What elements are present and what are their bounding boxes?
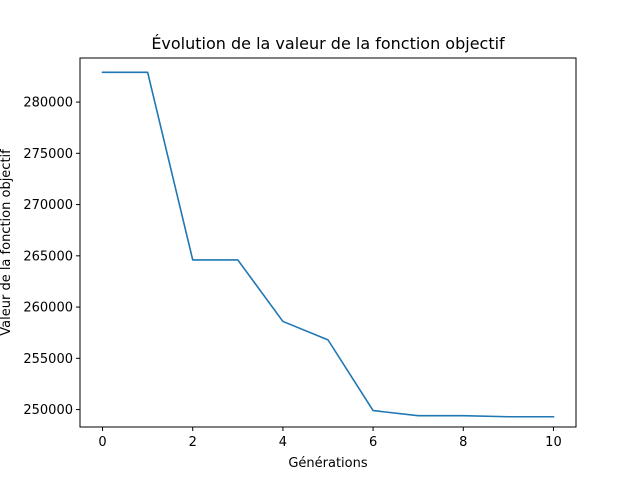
axes-frame	[79, 57, 577, 428]
y-tick-label: 250000	[23, 403, 73, 418]
x-tick-label: 0	[98, 435, 106, 450]
y-tick-label: 280000	[23, 96, 73, 111]
x-tick-label: 8	[459, 435, 467, 450]
x-tick-label: 4	[279, 435, 287, 450]
y-tick-label: 275000	[23, 147, 73, 162]
y-tick-label: 270000	[23, 198, 73, 213]
x-tick-label: 10	[545, 435, 562, 450]
y-tick-label: 265000	[23, 249, 73, 264]
x-tick-label: 6	[369, 435, 377, 450]
chart-title: Évolution de la valeur de la fonction ob…	[151, 34, 505, 53]
plot-area	[101, 71, 555, 418]
y-axis-label: Valeur de la fonction objectif	[0, 149, 14, 336]
series-line	[101, 71, 555, 418]
axis-ticks: 0 2 4 6 8 10 250000 255000 260000 265000 270000 275…	[23, 96, 561, 450]
y-tick-label: 255000	[23, 352, 73, 367]
y-tick-label: 260000	[23, 301, 73, 316]
x-tick-label: 2	[189, 435, 197, 450]
x-axis-label: Générations	[288, 456, 368, 471]
